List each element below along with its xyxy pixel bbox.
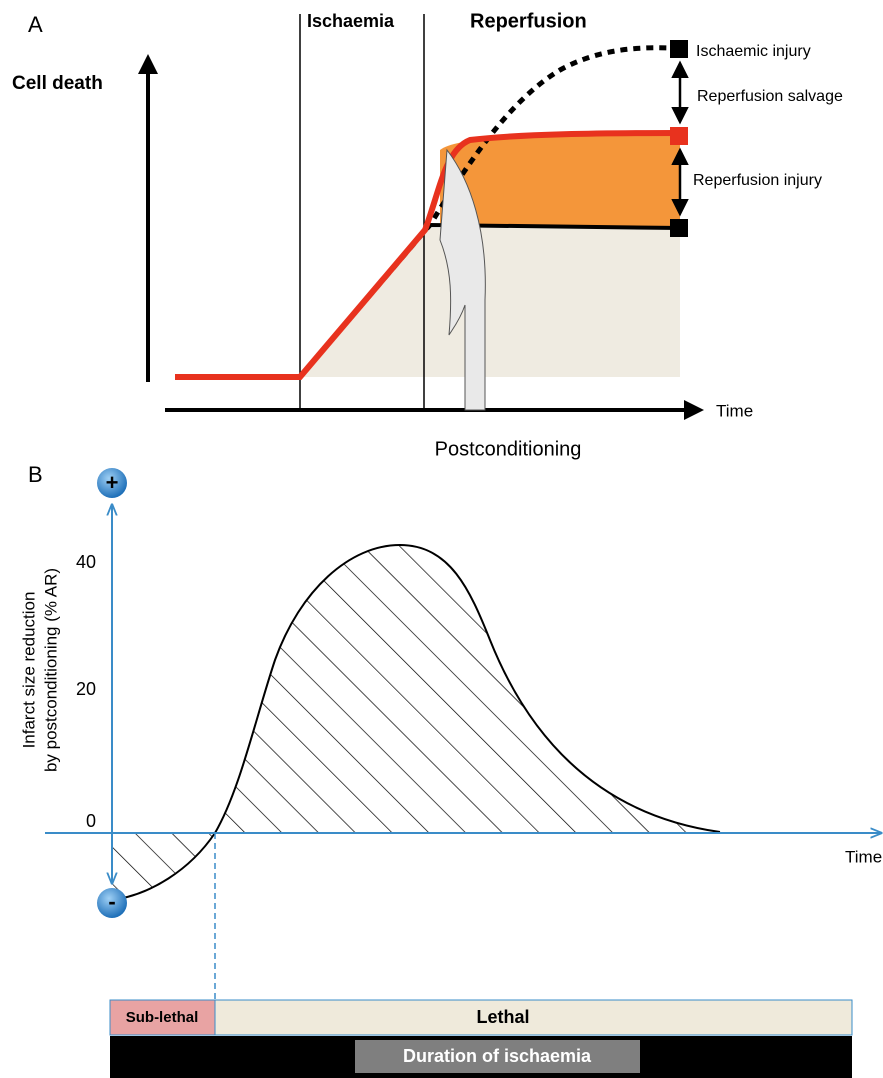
sign-label: +	[106, 470, 119, 495]
plus-sign	[97, 468, 127, 498]
injury-area	[440, 133, 680, 228]
x-axis-label: Time	[845, 847, 882, 866]
sign-label: -	[108, 889, 115, 914]
y-tick-label: 0	[86, 811, 96, 831]
phase-label: Ischaemia	[307, 11, 395, 31]
annotation: Reperfusion injury	[693, 172, 822, 189]
end-marker	[670, 40, 688, 58]
sub-lethal-band	[109, 999, 216, 1036]
panel-a: A Cell death Time Ischaemia Reperfusion …	[12, 10, 843, 460]
duration-label: Duration of ischaemia	[403, 1046, 592, 1066]
y-tick-label: 20	[76, 679, 96, 699]
negative-area	[112, 833, 215, 900]
minus-sign	[97, 888, 127, 918]
intervention-label: Postconditioning	[435, 438, 582, 460]
duration-box	[355, 1040, 640, 1073]
lethal-band	[214, 999, 853, 1036]
y-axis-label: by postconditioning (% AR)	[41, 568, 60, 772]
panel-label: B	[28, 462, 43, 487]
y-tick-label: 40	[76, 552, 96, 572]
y-axis-label: Cell death	[12, 73, 103, 94]
panel-label: A	[28, 12, 43, 37]
band-label: Lethal	[476, 1007, 529, 1027]
postconditioning-curve	[175, 130, 681, 380]
y-axis-label: Infarct size reduction	[19, 592, 38, 749]
baseline-area	[300, 228, 680, 377]
annotation: Reperfusion salvage	[697, 88, 843, 105]
phase-label: Reperfusion	[470, 10, 587, 32]
end-marker	[670, 219, 688, 237]
band-label: Sub-lethal	[126, 1009, 199, 1026]
end-marker	[670, 127, 688, 145]
postconditioning-marker	[439, 148, 486, 411]
annotation: Ischaemic injury	[696, 43, 811, 60]
panel-b: B + - 40 20 0 Time Infarct size reductio…	[19, 462, 882, 1078]
positive-area	[215, 545, 720, 833]
x-axis-label: Time	[716, 401, 753, 420]
